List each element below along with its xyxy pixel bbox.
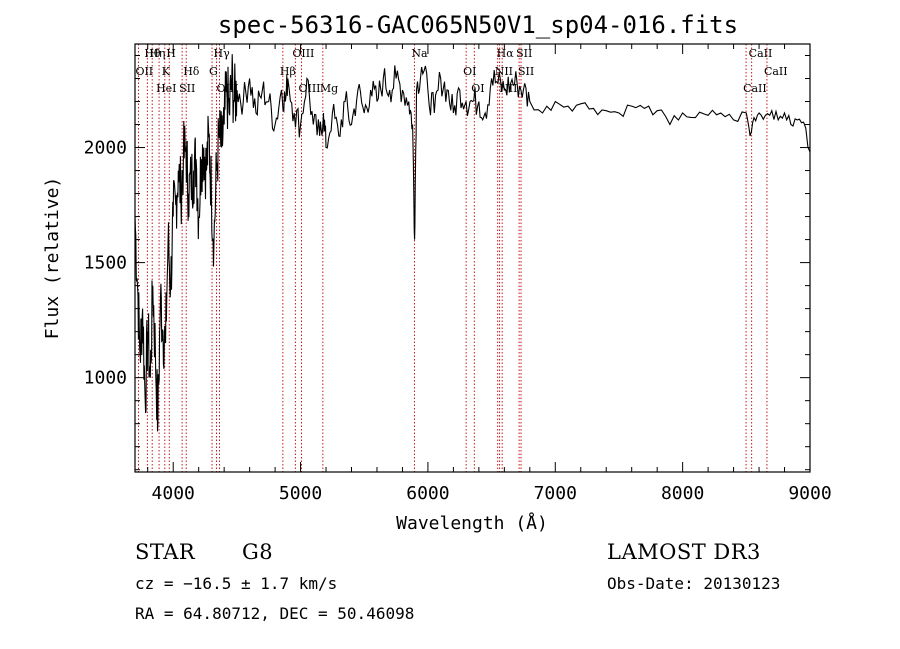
x-tick-label: 8000 [661, 483, 704, 504]
y-tick-label: 1000 [84, 368, 127, 389]
line-marker-label: SII [518, 65, 534, 78]
line-marker-label: SII [179, 82, 195, 95]
line-marker-label: CaII [764, 65, 788, 78]
x-axis-label: Wavelength (Å) [396, 512, 548, 534]
y-tick-label: 1500 [84, 253, 127, 274]
line-marker-label: G [209, 65, 218, 78]
line-marker-label: CaII [749, 47, 773, 60]
plot-frame [134, 43, 811, 473]
line-marker-label: Hγ [214, 47, 231, 60]
redshift-cz: cz = −16.5 ± 1.7 km/s [135, 574, 338, 593]
x-axis-ticks: 4000 5000 6000 7000 8000 9000 [147, 44, 832, 504]
line-marker-label: OIII [292, 47, 314, 60]
spectrum-line [134, 54, 811, 432]
line-marker-label: SII [516, 47, 532, 60]
line-marker-label: Hη [149, 47, 165, 60]
line-marker-label: CaII [743, 82, 767, 95]
observation-date: Obs-Date: 20130123 [607, 574, 781, 593]
coordinates: RA = 64.80712, DEC = 50.46098 [135, 604, 415, 623]
x-tick-label: 5000 [279, 483, 322, 504]
chart-title: spec-56316-GAC065N50V1_sp04-016.fits [218, 11, 738, 39]
line-marker-label: OIII [298, 82, 320, 95]
x-tick-label: 4000 [152, 483, 195, 504]
line-marker-label: K [162, 65, 171, 78]
line-marker-label: H [166, 47, 176, 60]
line-marker-label: Mg [320, 82, 338, 95]
y-axis-ticks: 1000 1500 2000 [84, 55, 810, 471]
line-marker-label: Hα [497, 47, 515, 60]
line-marker-label: OII [135, 65, 153, 78]
object-subclass: G8 [242, 540, 274, 564]
object-class: STAR [135, 540, 196, 564]
y-axis-label: Flux (relative) [42, 177, 63, 340]
line-marker-label: OI [471, 82, 484, 95]
line-marker-label: OI [463, 65, 476, 78]
x-tick-label: 6000 [406, 483, 449, 504]
x-tick-label: 7000 [534, 483, 577, 504]
x-tick-label: 9000 [788, 483, 831, 504]
line-marker-label: NII [495, 65, 513, 78]
line-marker-label: Hθ [144, 47, 161, 60]
line-marker-label: Hβ [280, 65, 296, 78]
line-marker-label: HeI [156, 82, 176, 95]
y-tick-label: 2000 [84, 138, 127, 159]
line-marker-label: Na [411, 47, 428, 60]
line-marker-label: Hδ [183, 65, 200, 78]
survey-name: LAMOST DR3 [607, 540, 761, 564]
